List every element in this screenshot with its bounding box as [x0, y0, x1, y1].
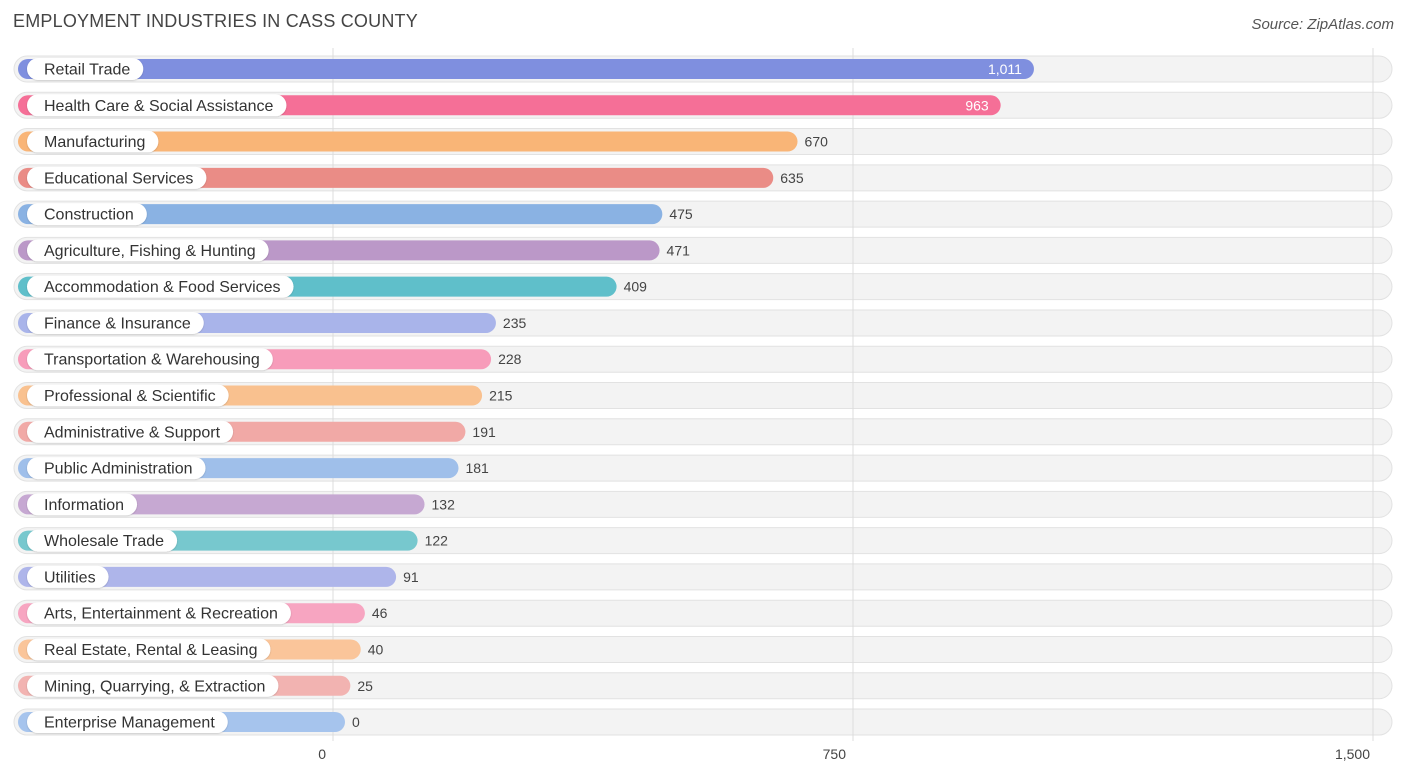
- category-label-pill: [27, 311, 204, 334]
- bar: [18, 131, 798, 152]
- category-label: Professional & Scientific: [44, 388, 216, 405]
- category-label: Retail Trade: [44, 62, 130, 79]
- row-track: [13, 635, 1393, 663]
- category-label: Health Care & Social Assistance: [44, 98, 274, 115]
- value-label: 1,011: [988, 61, 1022, 77]
- bar: [18, 204, 663, 225]
- x-tick-label: 1,500: [1335, 746, 1370, 762]
- category-label: Wholesale Trade: [44, 533, 164, 550]
- category-label-pill: [27, 203, 147, 226]
- category-label-pill: [27, 166, 207, 189]
- category-label: Administrative & Support: [44, 424, 221, 441]
- category-label: Transportation & Warehousing: [44, 352, 260, 369]
- category-label-pill: [27, 420, 234, 443]
- chart-source: Source: ZipAtlas.com: [1251, 16, 1394, 33]
- category-label-pill: [27, 493, 138, 516]
- category-label-pill: [27, 384, 229, 407]
- bar-row: Information 132: [18, 493, 456, 516]
- row-track: [13, 672, 1393, 700]
- category-label: Mining, Quarrying, & Extraction: [44, 678, 265, 695]
- category-label: Accommodation & Food Services: [44, 279, 281, 296]
- category-label-pill: [27, 94, 287, 117]
- bars: Retail Trade 1,011 Health Care & Social As…: [18, 58, 1034, 734]
- value-label: 215: [489, 388, 513, 404]
- x-axis: 0 750 1,500: [318, 746, 1370, 762]
- category-label-pill: [27, 602, 291, 625]
- bar-row: Wholesale Trade 122: [18, 529, 449, 552]
- bar-row: Accommodation & Food Services 409: [18, 275, 648, 298]
- category-label: Educational Services: [44, 170, 193, 187]
- category-label: Real Estate, Rental & Leasing: [44, 642, 257, 659]
- category-label-pill: [27, 674, 279, 697]
- value-label: 235: [503, 315, 527, 331]
- category-label: Construction: [44, 207, 134, 224]
- bar-row: Administrative & Support 191: [18, 420, 496, 443]
- category-label-pill: [27, 529, 178, 552]
- category-label-pill: [27, 58, 144, 80]
- category-label: Manufacturing: [44, 134, 145, 151]
- bar-row: Manufacturing 670: [18, 130, 829, 153]
- value-label: 132: [432, 496, 456, 512]
- value-label: 122: [425, 533, 449, 549]
- category-label-pill: [27, 275, 294, 298]
- bar-row: Professional & Scientific 215: [18, 384, 513, 407]
- bar-row: Real Estate, Rental & Leasing 40: [18, 638, 384, 661]
- value-label: 25: [357, 678, 373, 694]
- value-label: 0: [352, 714, 360, 730]
- category-label: Agriculture, Fishing & Hunting: [44, 243, 256, 260]
- category-label: Information: [44, 497, 124, 514]
- value-label: 471: [667, 242, 691, 258]
- bar-row: Finance & Insurance 235: [18, 311, 527, 334]
- bar-row: Agriculture, Fishing & Hunting 471: [18, 239, 691, 262]
- value-label: 409: [624, 279, 648, 295]
- bar-row: Educational Services 635: [18, 166, 804, 189]
- category-label-pill: [27, 711, 228, 734]
- bar: [18, 167, 774, 188]
- value-label: 635: [780, 170, 804, 186]
- bar-row: Mining, Quarrying, & Extraction 25: [18, 674, 373, 697]
- x-tick-label: 0: [318, 746, 326, 762]
- chart-title: EMPLOYMENT INDUSTRIES IN CASS COUNTY: [13, 11, 418, 31]
- value-label: 181: [465, 460, 489, 476]
- bar-row: Public Administration 181: [18, 457, 489, 480]
- value-label: 46: [372, 605, 388, 621]
- category-label-pill: [27, 130, 159, 153]
- bar-row: Transportation & Warehousing 228: [18, 348, 522, 371]
- bar: [18, 566, 397, 587]
- category-label: Arts, Entertainment & Recreation: [44, 606, 278, 623]
- row-track: [13, 708, 1393, 736]
- category-label: Finance & Insurance: [44, 315, 191, 332]
- bar-row: Enterprise Management 0: [18, 711, 360, 734]
- category-label-pill: [27, 348, 273, 371]
- bar-row: Construction 475: [18, 203, 693, 226]
- bar: [18, 59, 1034, 79]
- bar-row: Retail Trade 1,011: [18, 58, 1034, 80]
- value-label: 963: [965, 97, 989, 113]
- value-label: 228: [498, 351, 522, 367]
- value-label: 91: [403, 569, 419, 585]
- bar-row: Arts, Entertainment & Recreation 46: [18, 602, 388, 625]
- category-label: Enterprise Management: [44, 715, 215, 732]
- value-label: 475: [669, 206, 693, 222]
- category-label: Utilities: [44, 569, 96, 586]
- bar-row: Utilities 91: [18, 565, 419, 588]
- category-label-pill: [27, 565, 109, 588]
- category-label-pill: [27, 239, 269, 262]
- category-label: Public Administration: [44, 461, 193, 478]
- x-tick-label: 750: [823, 746, 847, 762]
- bar-row: Health Care & Social Assistance 963: [18, 94, 1001, 117]
- category-label-pill: [27, 638, 271, 661]
- value-label: 670: [805, 134, 829, 150]
- value-label: 191: [472, 424, 496, 440]
- value-label: 40: [368, 641, 384, 657]
- category-label-pill: [27, 457, 206, 480]
